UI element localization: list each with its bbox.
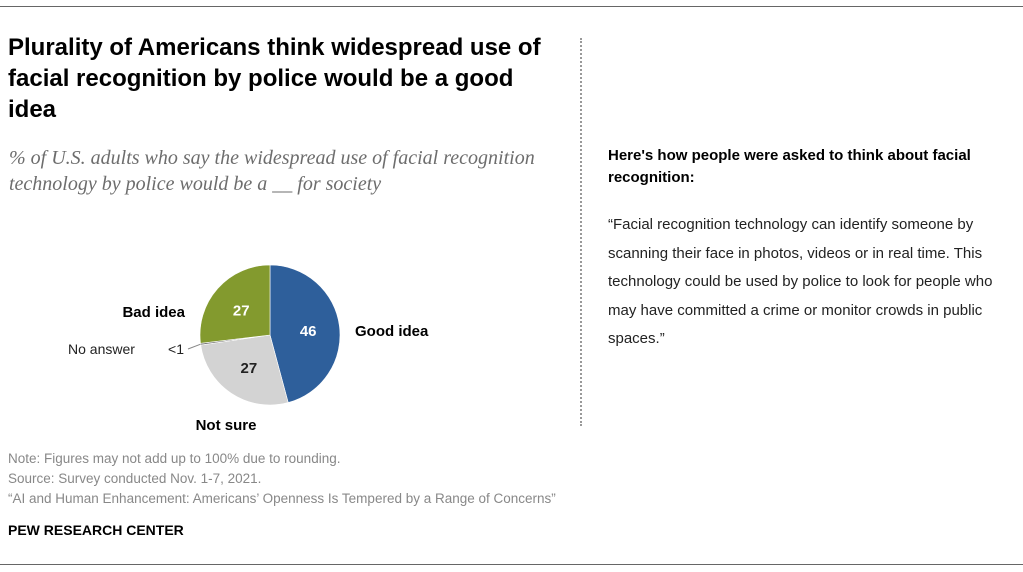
top-rule: [0, 6, 1023, 7]
value-label-bad-idea: 27: [233, 302, 250, 319]
category-label-good-idea: Good idea: [355, 323, 429, 340]
report-title: “AI and Human Enhancement: Americans’ Op…: [8, 491, 556, 506]
value-label-not-sure: 27: [240, 360, 257, 377]
pie-slice-not-sure: [200, 334, 289, 406]
pie-chart: 46 27 27 Good idea Not sure Bad idea No answer…: [68, 264, 429, 434]
category-label-no-answer: No answer: [68, 341, 135, 357]
source-text: Source: Survey conducted Nov. 1-7, 2021.: [8, 471, 262, 486]
question-wording: “Facial recognition technology can ident…: [608, 216, 993, 347]
bottom-rule: [0, 564, 1023, 565]
pew-logo-text: PEW RESEARCH CENTER: [8, 522, 184, 538]
category-label-not-sure: Not sure: [196, 417, 257, 434]
chart-subtitle: % of U.S. adults who say the widespread …: [9, 147, 535, 195]
category-label-bad-idea: Bad idea: [122, 304, 185, 321]
pie-slice-bad-idea: [199, 264, 271, 344]
no-answer-leader-line: [187, 343, 201, 350]
note-text: Note: Figures may not add up to 100% due…: [8, 451, 341, 466]
question-heading: Here's how people were asked to think ab…: [608, 147, 971, 186]
value-label-good-idea: 46: [300, 323, 317, 340]
chart-title: Plurality of Americans think widespread …: [8, 34, 541, 123]
pie-slice-good-idea: [269, 264, 341, 403]
value-label-no-answer: <1: [168, 341, 184, 357]
vertical-divider: [580, 38, 582, 426]
